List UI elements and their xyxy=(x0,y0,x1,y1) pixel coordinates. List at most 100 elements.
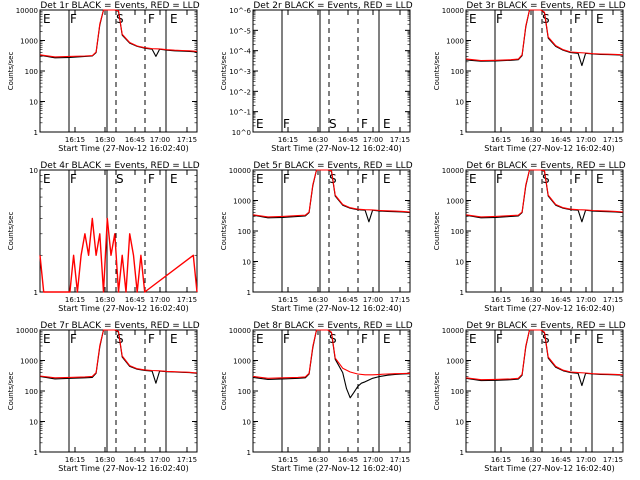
x-axis-label: Start Time (27-Nov-12 16:02:40) xyxy=(484,304,614,313)
x-tick-label: 16:15 xyxy=(491,136,511,144)
y-tick-label: 100 xyxy=(451,388,464,396)
x-tick-label: 17:15 xyxy=(390,456,410,464)
x-tick-label: 16:30 xyxy=(521,456,541,464)
event-marker-label: F xyxy=(70,172,77,186)
x-axis-label: Start Time (27-Nov-12 16:02:40) xyxy=(484,144,614,153)
x-tick-label: 17:15 xyxy=(603,136,623,144)
y-tick-label: 100 xyxy=(451,68,464,76)
panel-det-9: Det 9r BLACK = Events, RED = LLD Counts/s… xyxy=(433,321,626,473)
x-tick-label: 16:15 xyxy=(65,136,85,144)
plot-frame xyxy=(252,329,411,453)
plot-frame xyxy=(252,9,411,133)
event-marker-label: F xyxy=(574,12,581,26)
y-tick-label: 10 xyxy=(29,99,38,107)
x-tick-label: 17:00 xyxy=(363,296,383,304)
series-line-lld xyxy=(465,169,624,218)
x-tick-label: 16:30 xyxy=(521,136,541,144)
x-tick-label: 16:30 xyxy=(95,296,115,304)
y-tick-label: 10 xyxy=(242,259,251,267)
x-axis-label: Start Time (27-Nov-12 16:02:40) xyxy=(271,304,401,313)
x-axis-label: Start Time (27-Nov-12 16:02:40) xyxy=(58,304,188,313)
x-tick-label: 16:45 xyxy=(338,136,358,144)
y-axis-label: Counts/sec xyxy=(433,212,441,251)
panel-det-4: Det 4r BLACK = Events, RED = LLD Counts/s… xyxy=(7,161,200,313)
y-tick-label: 100 xyxy=(238,228,251,236)
panel-det-2: Det 2r BLACK = Events, RED = LLD Counts/s… xyxy=(220,1,413,153)
y-tick-label: 1 xyxy=(460,449,464,457)
event-marker-label: F xyxy=(148,12,155,26)
event-marker-label: E xyxy=(256,117,264,131)
event-marker-label: S xyxy=(329,117,337,131)
y-axis-label: Counts/sec xyxy=(7,52,15,91)
event-marker-label: F xyxy=(148,332,155,346)
x-tick-label: 17:15 xyxy=(177,296,197,304)
y-axis-label: Counts/sec xyxy=(220,212,228,251)
plot-frame xyxy=(39,9,198,133)
y-tick-label: 1 xyxy=(247,449,251,457)
y-axis-label: Counts/sec xyxy=(220,52,228,91)
x-tick-label: 16:15 xyxy=(278,456,298,464)
event-marker-label: E xyxy=(596,332,604,346)
event-marker-label: F xyxy=(283,117,290,131)
event-marker-label: F xyxy=(70,332,77,346)
event-marker-label: F xyxy=(148,172,155,186)
panel-title: Det 9r BLACK = Events, RED = LLD xyxy=(466,321,625,331)
series-line-lld xyxy=(39,9,198,58)
event-marker-label: F xyxy=(496,12,503,26)
x-tick-label: 17:00 xyxy=(576,296,596,304)
x-tick-label: 16:45 xyxy=(338,456,358,464)
y-tick-label: 1 xyxy=(247,289,251,297)
x-tick-label: 16:45 xyxy=(125,296,145,304)
x-tick-label: 16:15 xyxy=(65,296,85,304)
x-axis-label: Start Time (27-Nov-12 16:02:40) xyxy=(58,464,188,473)
y-tick-label: 10000 xyxy=(229,167,251,175)
panel-det-8: Det 8r BLACK = Events, RED = LLD Counts/s… xyxy=(220,321,413,473)
panel-title: Det 6r BLACK = Events, RED = LLD xyxy=(466,161,625,171)
series-line-events xyxy=(252,329,411,399)
panel-det-5: Det 5r BLACK = Events, RED = LLD Counts/s… xyxy=(220,161,413,313)
event-marker-label: E xyxy=(383,332,391,346)
event-marker-label: F xyxy=(361,117,368,131)
x-axis-label: Start Time (27-Nov-12 16:02:40) xyxy=(58,144,188,153)
event-marker-label: E xyxy=(170,12,178,26)
y-tick-label: 10^-1 xyxy=(229,109,251,117)
x-tick-label: 16:45 xyxy=(125,456,145,464)
plot-frame xyxy=(465,169,624,293)
y-axis-label: Counts/sec xyxy=(220,372,228,411)
x-tick-label: 16:45 xyxy=(338,296,358,304)
event-marker-label: F xyxy=(283,172,290,186)
y-tick-label: 100 xyxy=(25,388,38,396)
event-marker-label: F xyxy=(361,172,368,186)
event-marker-label: E xyxy=(383,117,391,131)
y-tick-label: 10 xyxy=(455,99,464,107)
series-line-lld xyxy=(39,329,198,379)
y-tick-label: 10^-5 xyxy=(229,27,251,35)
x-tick-label: 17:15 xyxy=(177,136,197,144)
x-tick-label: 16:30 xyxy=(308,136,328,144)
event-marker-label: E xyxy=(170,332,178,346)
y-tick-label: 100 xyxy=(25,68,38,76)
x-tick-label: 16:30 xyxy=(95,456,115,464)
x-tick-label: 17:15 xyxy=(603,456,623,464)
event-marker-label: F xyxy=(574,332,581,346)
x-tick-label: 16:15 xyxy=(491,296,511,304)
event-marker-label: F xyxy=(70,12,77,26)
y-tick-label: 1000 xyxy=(20,358,38,366)
panel-title: Det 4r BLACK = Events, RED = LLD xyxy=(40,161,199,171)
x-tick-label: 17:00 xyxy=(363,456,383,464)
y-tick-label: 1000 xyxy=(233,358,251,366)
event-marker-label: E xyxy=(43,332,51,346)
y-tick-label: 1 xyxy=(34,289,38,297)
event-marker-label: E xyxy=(256,172,264,186)
series-line-lld xyxy=(252,169,411,218)
y-tick-label: 1 xyxy=(460,289,464,297)
x-tick-label: 17:00 xyxy=(150,136,170,144)
event-marker-label: F xyxy=(496,332,503,346)
x-tick-label: 16:15 xyxy=(278,136,298,144)
x-axis-label: Start Time (27-Nov-12 16:02:40) xyxy=(271,144,401,153)
y-tick-label: 10^-3 xyxy=(229,68,251,76)
y-tick-label: 10 xyxy=(29,419,38,427)
y-tick-label: 1 xyxy=(460,129,464,137)
y-axis-label: Counts/sec xyxy=(7,212,15,251)
x-tick-label: 17:00 xyxy=(576,136,596,144)
